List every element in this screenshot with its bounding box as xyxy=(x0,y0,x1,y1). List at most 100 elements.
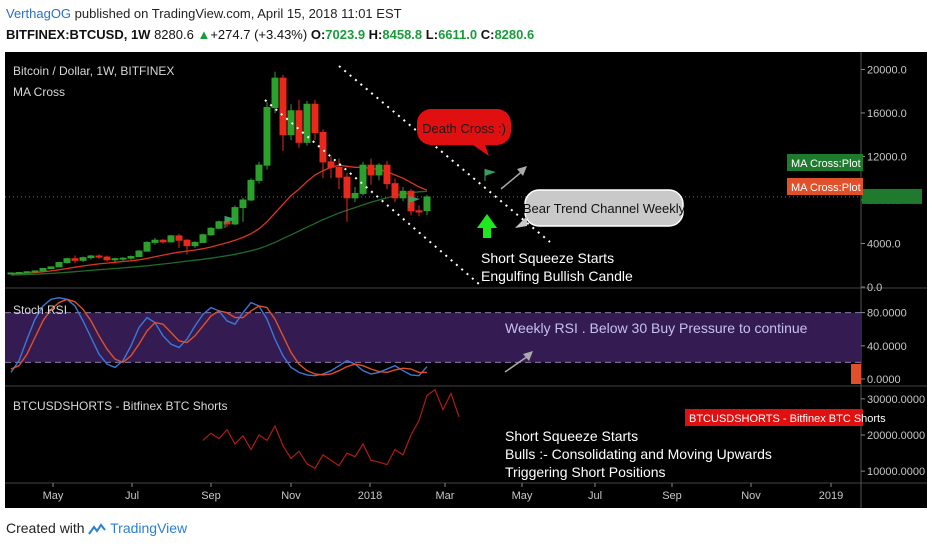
candle-body xyxy=(279,77,287,136)
time-axis-label: Mar xyxy=(436,490,455,502)
change-value: +274.7 (+3.43%) xyxy=(210,27,308,42)
published-text: published on TradingView.com, April 15, … xyxy=(71,6,402,21)
time-axis-label: May xyxy=(512,490,533,502)
grid xyxy=(5,52,927,508)
candle-body xyxy=(215,221,223,229)
price-axis-label: 20000.0 xyxy=(867,64,907,76)
time-axis-label: Jul xyxy=(588,490,602,502)
low-value: 6611.0 xyxy=(438,27,478,42)
publisher-link[interactable]: VerthagOG xyxy=(6,6,72,21)
candle-body xyxy=(399,190,407,199)
candle-body xyxy=(311,103,319,134)
candle-body xyxy=(87,255,95,259)
tradingview-logo-icon[interactable] xyxy=(88,520,110,536)
ma-fast-line xyxy=(10,164,428,275)
stoch-title: Stoch RSI xyxy=(13,303,67,317)
rsi-axis-label: 80.0000 xyxy=(867,308,907,320)
candle-body xyxy=(367,164,375,176)
bear-channel-text: Bear Trend Channel Weekly xyxy=(523,201,686,216)
open-label: O: xyxy=(310,27,326,42)
ma-slow-line xyxy=(10,190,428,276)
candle-body xyxy=(143,241,151,252)
candle-body xyxy=(319,132,327,163)
candle-body xyxy=(375,164,383,176)
trend-arrow-head xyxy=(517,166,527,176)
flag-icon xyxy=(485,169,496,176)
ohlc-line: BITFINEX:BTCUSD, 1W 8280.6 ▲+274.7 (+3.4… xyxy=(6,27,534,42)
close-label: C: xyxy=(480,27,495,42)
death-cross-pointer xyxy=(473,145,489,156)
price-axis-label: 12000.0 xyxy=(867,151,907,163)
publish-line: VerthagOG published on TradingView.com, … xyxy=(6,6,402,21)
up-arrow-icon: ▲ xyxy=(197,27,211,42)
channel-lower xyxy=(264,99,480,285)
stoch-rsi-pane xyxy=(10,296,861,384)
flag-icon xyxy=(409,196,420,203)
bear-channel-pointer xyxy=(515,216,527,228)
candle-body xyxy=(167,235,175,243)
candle-body xyxy=(79,257,87,261)
candle-body xyxy=(199,234,207,243)
death-cross-text: Death Cross :) xyxy=(422,121,506,136)
candle-body xyxy=(231,207,239,225)
rsi-note: Weekly RSI . Below 30 Buy Pressure to co… xyxy=(505,320,808,336)
legend-ma-slow-text: MA Cross:Plot xyxy=(791,158,861,170)
time-axis-label: Nov xyxy=(741,490,761,502)
rsi-arrow-head xyxy=(523,351,533,361)
candle-body xyxy=(135,250,143,258)
symbol-label: BITFINEX:BTCUSD, 1W xyxy=(6,27,151,42)
legend-ma-fast-text: MA Cross:Plot xyxy=(791,182,861,194)
shorts-title: BTCUSDSHORTS - Bitfinex BTC Shorts xyxy=(13,399,228,413)
created-with: Created with xyxy=(6,520,85,536)
footer: Created with TradingView xyxy=(6,520,187,536)
last-price: 8280.6 xyxy=(154,27,194,42)
candle-body xyxy=(271,77,279,109)
time-axis-label: May xyxy=(43,490,64,502)
close-value: 8280.6 xyxy=(494,27,535,42)
candle-body xyxy=(191,241,199,247)
candle-body xyxy=(127,256,135,259)
time-axis-label: Sep xyxy=(201,490,221,502)
shorts-line xyxy=(202,388,460,470)
squeeze-text: Short Squeeze Starts xyxy=(481,250,614,266)
candle-body xyxy=(255,164,263,181)
candle-body xyxy=(343,176,351,199)
axes: 20000.016000.012000.08000.04000.00.080.0… xyxy=(43,64,926,502)
candle-body xyxy=(7,272,15,275)
shorts-note-3: Triggering Short Positions xyxy=(505,464,666,480)
time-axis-label: 2018 xyxy=(358,490,382,502)
candle-body xyxy=(111,258,119,261)
candle-body xyxy=(55,262,63,268)
legend-ma-fast xyxy=(787,178,863,195)
candle-body xyxy=(303,103,311,143)
rsi-band-fill xyxy=(5,312,861,363)
rsi-axis-label: 40.0000 xyxy=(867,341,907,353)
candle-body xyxy=(207,227,215,236)
flag-icon xyxy=(225,216,236,223)
candle-body xyxy=(183,239,191,247)
candle-body xyxy=(15,272,23,275)
drawings xyxy=(224,65,551,373)
chart-area[interactable]: 20000.016000.012000.08000.04000.00.080.0… xyxy=(5,52,927,508)
stoch-d-line xyxy=(10,298,427,376)
tradingview-brand[interactable]: TradingView xyxy=(110,520,188,536)
legend-ma-slow xyxy=(787,154,863,171)
candle-body xyxy=(23,271,31,274)
candle-body xyxy=(247,179,255,201)
shorts-pane xyxy=(202,388,460,470)
low-label: L: xyxy=(425,27,439,42)
candle-body xyxy=(359,164,367,194)
shorts-axis-label: 30000.0000 xyxy=(867,394,925,406)
legend-shorts-text: BTCUSDSHORTS - Bitfinex BTC Shorts xyxy=(689,413,886,425)
rsi-band xyxy=(5,312,861,363)
candle-body xyxy=(391,183,399,199)
candle-body xyxy=(103,256,111,261)
time-axis-label: Sep xyxy=(662,490,682,502)
engulfing-text: Engulfing Bullish Candle xyxy=(481,268,633,284)
chart-svg[interactable]: 20000.016000.012000.08000.04000.00.080.0… xyxy=(5,52,927,508)
candle-body xyxy=(351,192,359,199)
rsi-axis-label: 0.0000 xyxy=(867,374,901,386)
candle-body xyxy=(63,258,71,264)
time-axis-label: 2019 xyxy=(819,490,843,502)
open-value: 7023.9 xyxy=(325,27,366,42)
